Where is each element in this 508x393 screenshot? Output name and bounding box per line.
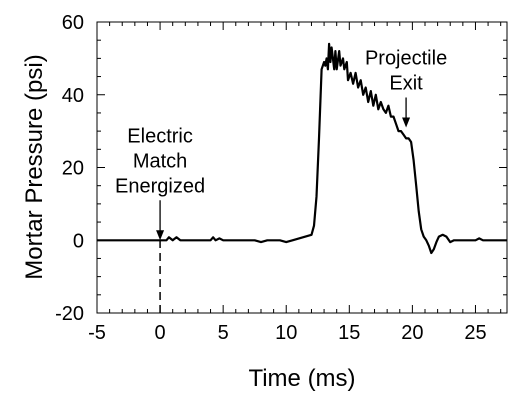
x-tick-label: 15 (338, 322, 360, 344)
x-tick-label: -5 (88, 322, 106, 344)
y-tick-label: 60 (62, 12, 84, 34)
data-series (97, 42, 507, 255)
x-tick-label: 20 (401, 322, 423, 344)
y-tick-labels: -20 0 20 40 60 (55, 12, 84, 325)
annotation-arrow-head (156, 230, 165, 241)
x-tick-label: 25 (464, 322, 486, 344)
annotations: Electric Match Energized Projectile Exit (115, 47, 447, 241)
x-axis-title: Time (ms) (248, 365, 355, 392)
annotation-text: Electric (127, 125, 193, 147)
x-tick-label: 0 (155, 322, 166, 344)
x-tick-label: 5 (218, 322, 229, 344)
y-tick-label: 0 (73, 230, 84, 252)
axis-ticks (96, 21, 507, 314)
pressure-trace-line (97, 42, 507, 255)
annotation-text: Energized (115, 175, 205, 197)
annotation-text: Exit (389, 72, 423, 94)
x-tick-labels: -5 0 5 10 15 20 25 (88, 322, 486, 344)
annotation-text: Match (133, 150, 187, 172)
y-tick-label: 20 (62, 158, 84, 180)
y-tick-label: -20 (55, 303, 84, 325)
y-axis-title: Mortar Pressure (psi) (21, 54, 48, 279)
annotation-arrow-head (402, 117, 411, 128)
y-tick-label: 40 (62, 85, 84, 107)
x-tick-label: 10 (275, 322, 297, 344)
annotation-text: Projectile (365, 47, 447, 69)
